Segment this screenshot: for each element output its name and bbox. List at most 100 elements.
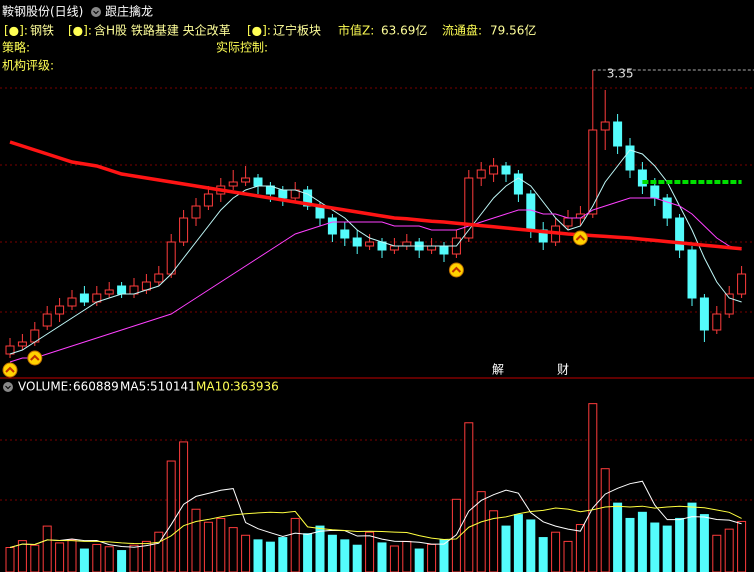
ma10-value: 363936 <box>233 380 279 394</box>
candle-body <box>228 181 238 187</box>
volume-bar <box>625 517 635 572</box>
volume-bar <box>662 525 672 572</box>
candle-body <box>637 169 647 187</box>
volume-bar <box>613 502 623 572</box>
candle-body <box>203 193 213 207</box>
candle-body <box>327 217 337 235</box>
volume-bar <box>464 422 474 572</box>
candle-body <box>104 289 114 295</box>
market-cap: 63.69亿 <box>381 23 427 38</box>
plot: 3.35 <box>2 67 754 572</box>
tag: 钢铁 <box>30 24 54 38</box>
volume-bar <box>30 544 40 572</box>
volume-bar <box>489 510 499 572</box>
event-label[interactable]: 财 <box>557 363 569 377</box>
icon[interactable] <box>3 382 13 392</box>
volume-bar <box>191 508 201 572</box>
volume-bar <box>278 537 288 572</box>
volume-bar <box>352 544 362 572</box>
volume-bar <box>42 525 52 572</box>
candle-body <box>476 169 486 179</box>
candle-body <box>513 173 523 195</box>
header: 鞍钢股份(日线) 跟庄擒龙 [●]: 钢铁 [●]: 含H股 铁路基建 央企改革… <box>2 4 569 377</box>
volume-bar <box>501 525 511 572</box>
candle-body <box>79 293 89 303</box>
volume-bar <box>439 539 449 572</box>
volume-bar <box>166 460 176 572</box>
volume-bar <box>92 543 102 572</box>
candle-body <box>389 245 399 251</box>
candle-body <box>489 165 499 175</box>
volume-bar <box>290 517 300 572</box>
volume-bar <box>216 517 226 572</box>
candle-body <box>352 237 362 247</box>
volume-label: VOLUME: <box>18 380 72 394</box>
signal-icon <box>448 262 464 278</box>
candle-body <box>42 313 52 327</box>
float-label: 流通盘: <box>442 23 482 38</box>
ma5-label: MA5: <box>120 380 150 394</box>
ma-line <box>9 149 742 355</box>
signal-chevron <box>575 234 586 241</box>
volume-bar <box>241 534 251 572</box>
volume-bar <box>340 539 350 572</box>
rating-label: 机构评级: <box>2 58 54 73</box>
candle-body <box>55 305 65 315</box>
ma-line <box>9 197 742 363</box>
candle-body <box>687 249 697 299</box>
grid <box>0 87 754 501</box>
ma-line <box>9 505 742 548</box>
candle-body <box>464 177 474 239</box>
volume-bar <box>563 540 573 572</box>
candle-body <box>191 205 201 219</box>
volume-bar <box>315 525 325 572</box>
candle-body <box>253 177 263 187</box>
candle-body <box>613 121 623 147</box>
controller-label: 实际控制: <box>216 40 268 55</box>
candle-body <box>650 185 660 199</box>
volume-bar <box>513 514 523 572</box>
candle-body <box>67 297 77 307</box>
volume-bar <box>129 544 139 572</box>
tag: 含H股 铁路基建 央企改革 <box>94 23 231 38</box>
candle-body <box>17 341 27 347</box>
signal-chevron <box>5 366 15 373</box>
candle-body <box>439 245 449 255</box>
volume-bar <box>637 511 647 572</box>
candle-body <box>179 217 189 243</box>
tag: 辽宁板块 <box>273 23 321 38</box>
volume-bar <box>104 546 114 572</box>
candle-body <box>117 285 127 295</box>
volume-bar <box>575 524 585 572</box>
candle-body <box>699 297 709 331</box>
volume-bar <box>724 528 734 572</box>
volume-bar <box>179 441 189 572</box>
strategy-name: 跟庄擒龙 <box>105 4 153 19</box>
volume-bar <box>538 537 548 572</box>
candle-body <box>600 121 610 131</box>
volume-bar <box>389 545 399 572</box>
high-label: 3.35 <box>607 67 634 81</box>
volume-bar <box>228 527 238 572</box>
candle-body <box>241 177 251 183</box>
volume-bar <box>699 514 709 572</box>
volume-bar <box>17 540 27 572</box>
volume-bar <box>365 531 375 572</box>
candle-body <box>166 241 176 275</box>
icon-chevron <box>93 10 99 15</box>
candle-body <box>662 197 672 219</box>
icon-chevron <box>5 385 11 390</box>
candle-body <box>154 273 164 283</box>
icon[interactable] <box>91 7 101 17</box>
volume-bar <box>203 521 213 572</box>
candle-body <box>724 293 734 315</box>
volume-header: VOLUME: 660889 MA5: 510141 MA10: 363936 <box>3 380 279 394</box>
volume-bar <box>265 541 275 572</box>
event-label[interactable]: 解 <box>492 363 504 377</box>
signal-icon <box>27 350 43 366</box>
candle-body <box>427 245 437 251</box>
signal-icon <box>2 362 18 378</box>
volume-value: 660889 <box>73 380 119 394</box>
ma10-label: MA10: <box>196 380 234 394</box>
